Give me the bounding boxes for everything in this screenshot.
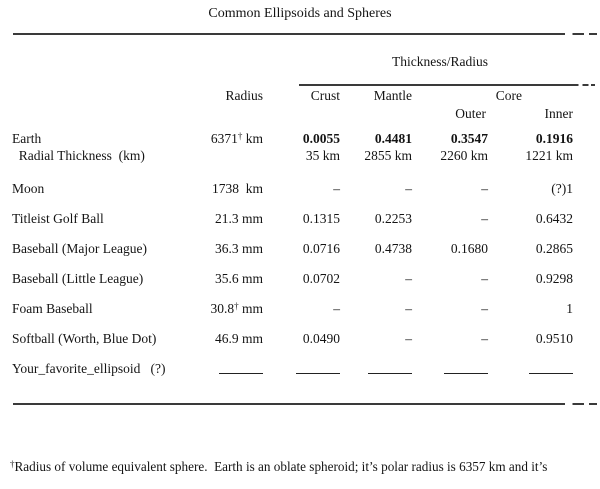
crust-cell: 0.0702 bbox=[302, 271, 340, 286]
column-header-radius: Radius bbox=[225, 88, 263, 103]
crust-km-cell: 35 km bbox=[305, 148, 340, 163]
mantle-cell: 0.4481 bbox=[374, 131, 412, 146]
core-inner-km-cell: 1221 km bbox=[525, 148, 573, 163]
row-label: Baseball (Major League) bbox=[12, 241, 147, 256]
blank-line bbox=[529, 361, 573, 374]
core-inner-cell: 0.9298 bbox=[535, 271, 573, 286]
core-outer-cell: – bbox=[481, 301, 488, 316]
column-header-core: Core bbox=[495, 88, 522, 103]
core-outer-cell: 0.3547 bbox=[450, 131, 488, 146]
radius-cell-empty bbox=[192, 148, 263, 163]
core-inner-cell: 0.9510 bbox=[535, 331, 573, 346]
core-inner-blank-cell bbox=[488, 361, 573, 376]
table-row-softball: Softball (Worth, Blue Dot) 46.9 mm 0.049… bbox=[12, 331, 573, 346]
core-outer-blank-cell bbox=[412, 361, 488, 376]
mantle-cell: – bbox=[405, 181, 412, 196]
mantle-cell: – bbox=[405, 301, 412, 316]
dagger-icon: † bbox=[237, 131, 243, 141]
row-label: Baseball (Little League) bbox=[12, 271, 144, 286]
radius-cell: 46.9 mm bbox=[214, 331, 263, 346]
core-outer-cell: – bbox=[481, 181, 488, 196]
footnote-line-1: †Radius of volume equivalent sphere. Ear… bbox=[10, 459, 548, 474]
crust-cell: 0.0716 bbox=[302, 241, 340, 256]
radius-cell: 1738 km bbox=[211, 181, 263, 196]
crust-cell: – bbox=[333, 181, 340, 196]
dagger-icon: † bbox=[234, 301, 239, 311]
table-row-titleist-golf-ball: Titleist Golf Ball 21.3 mm 0.1315 0.2253… bbox=[12, 211, 573, 226]
top-rule bbox=[13, 33, 597, 35]
group-header-rule bbox=[299, 84, 595, 86]
row-label: Earth bbox=[12, 131, 42, 146]
table-row-earth-thickness: Radial Thickness (km) 35 km 2855 km 2260… bbox=[12, 148, 573, 163]
core-inner-cell: 0.2865 bbox=[535, 241, 573, 256]
header-group-thickness-radius: Thickness/Radius bbox=[392, 54, 488, 69]
blank-line bbox=[296, 361, 340, 374]
radius-cell: 36.3 mm bbox=[214, 241, 263, 256]
core-inner-cell: 0.1916 bbox=[535, 131, 573, 146]
radius-cell: 30.8† mm bbox=[210, 301, 263, 316]
core-outer-cell: 0.1680 bbox=[450, 241, 488, 256]
mantle-blank-cell bbox=[340, 361, 412, 376]
footnote: †Radius of volume equivalent sphere. Ear… bbox=[10, 424, 596, 489]
radius-cell: 6371† km bbox=[210, 131, 263, 146]
row-label: Softball (Worth, Blue Dot) bbox=[12, 331, 157, 346]
table-row-baseball-little-league: Baseball (Little League) 35.6 mm 0.0702 … bbox=[12, 271, 573, 286]
crust-cell: 0.1315 bbox=[302, 211, 340, 226]
bottom-rule bbox=[13, 403, 597, 405]
column-header-inner: Inner bbox=[544, 106, 573, 121]
table-row-foam-baseball: Foam Baseball 30.8† mm – – – 1 bbox=[12, 301, 573, 316]
radius-cell: 21.3 mm bbox=[214, 211, 263, 226]
mantle-km-cell: 2855 km bbox=[364, 148, 412, 163]
core-outer-cell: – bbox=[481, 271, 488, 286]
row-sublabel: Radial Thickness (km) bbox=[12, 148, 145, 163]
blank-line bbox=[219, 361, 263, 374]
core-inner-cell: 0.6432 bbox=[535, 211, 573, 226]
row-label: Your_favorite_ellipsoid (?) bbox=[12, 361, 166, 376]
crust-cell: 0.0055 bbox=[302, 131, 340, 146]
crust-cell: – bbox=[333, 301, 340, 316]
blank-line bbox=[368, 361, 412, 374]
table-title: Common Ellipsoids and Spheres bbox=[208, 6, 392, 21]
table-row-your-favorite-ellipsoid: Your_favorite_ellipsoid (?) bbox=[12, 361, 573, 376]
mantle-cell: – bbox=[405, 331, 412, 346]
row-label: Moon bbox=[12, 181, 45, 196]
mantle-cell: 0.2253 bbox=[374, 211, 412, 226]
core-inner-cell: (?)1 bbox=[551, 181, 573, 196]
row-label: Foam Baseball bbox=[12, 301, 93, 316]
mantle-cell: 0.4738 bbox=[374, 241, 412, 256]
crust-blank-cell bbox=[263, 361, 340, 376]
core-outer-km-cell: 2260 km bbox=[440, 148, 488, 163]
crust-cell: 0.0490 bbox=[302, 331, 340, 346]
row-label: Titleist Golf Ball bbox=[12, 211, 104, 226]
core-outer-cell: – bbox=[481, 331, 488, 346]
column-header-mantle: Mantle bbox=[373, 88, 412, 103]
core-inner-cell: 1 bbox=[566, 301, 573, 316]
dagger-icon: † bbox=[10, 459, 15, 469]
core-outer-cell: – bbox=[481, 211, 488, 226]
blank-line bbox=[444, 361, 488, 374]
table-row-moon: Moon 1738 km – – – (?)1 bbox=[12, 181, 573, 196]
column-header-outer: Outer bbox=[455, 106, 486, 121]
table-row-earth: Earth 6371† km 0.0055 0.4481 0.3547 0.19… bbox=[12, 131, 573, 146]
mantle-cell: – bbox=[405, 271, 412, 286]
radius-blank-cell bbox=[192, 361, 263, 376]
table-row-baseball-major-league: Baseball (Major League) 36.3 mm 0.0716 0… bbox=[12, 241, 573, 256]
radius-cell: 35.6 mm bbox=[214, 271, 263, 286]
column-header-crust: Crust bbox=[310, 88, 340, 103]
